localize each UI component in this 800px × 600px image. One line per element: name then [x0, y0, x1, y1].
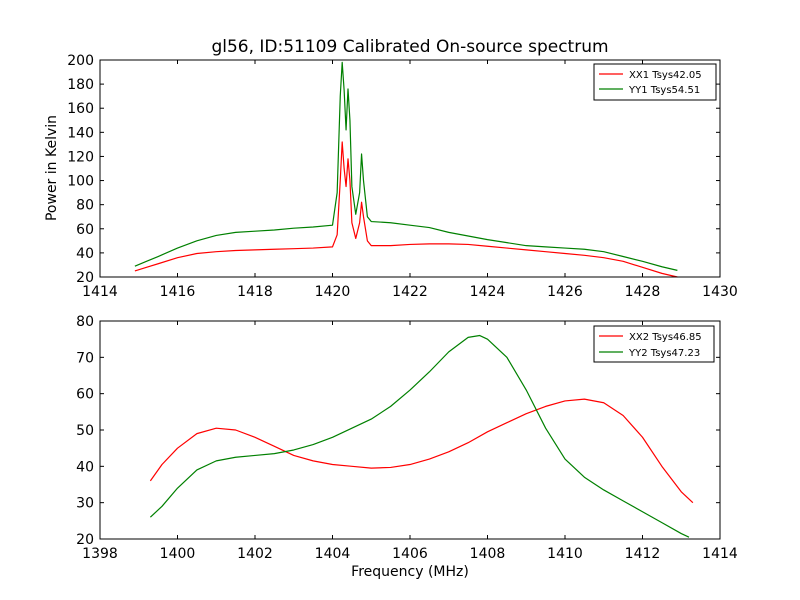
top-legend-label-xx1: XX1 Tsys42.05: [629, 70, 702, 81]
bottom-x-tick-label: 1406: [392, 546, 428, 562]
bottom-x-tick-label: 1398: [82, 546, 118, 562]
bottom-y-tick-label: 30: [76, 496, 94, 512]
top-chart-legend: XX1 Tsys42.05 YY1 Tsys54.51: [593, 63, 717, 101]
bottom-y-tick-label: 80: [76, 314, 94, 330]
bottom-x-tick-label: 1400: [160, 546, 196, 562]
top-y-tick-label: 200: [67, 53, 94, 69]
top-chart-axes: 1414 1416 1418 1420 1422 1424 1426 1428 1430 20 40…: [67, 53, 738, 300]
bottom-chart-legend: XX2 Tsys46.85 YY2 Tsys47.23: [593, 325, 715, 363]
bottom-x-tick-label: 1412: [625, 546, 661, 562]
top-x-tick-label: 1426: [547, 284, 583, 300]
top-chart-title: gl56, ID:51109 Calibrated On-source spec…: [211, 37, 608, 57]
bottom-x-tick-label: 1402: [237, 546, 273, 562]
bottom-chart-plot-area: [149, 334, 694, 538]
top-legend-label-yy1: YY1 Tsys54.51: [628, 85, 700, 96]
bottom-x-tick-label: 1404: [315, 546, 351, 562]
top-y-tick-label: 140: [67, 125, 94, 141]
top-x-tick-label: 1420: [315, 284, 351, 300]
top-x-tick-label: 1414: [82, 284, 118, 300]
bottom-legend-box: [593, 325, 715, 363]
bottom-x-tick-label: 1414: [702, 546, 738, 562]
top-x-tick-label: 1430: [702, 284, 738, 300]
bottom-chart: Frequency (MHz) 1398 1400 1402 1404 1406 1408…: [76, 314, 738, 580]
top-y-tick-label: 80: [76, 198, 94, 214]
top-chart-plot-area: [134, 61, 678, 278]
bottom-chart-xlabel: Frequency (MHz): [351, 564, 469, 580]
top-x-tick-label: 1428: [625, 284, 661, 300]
bottom-series-line-1: [149, 398, 694, 504]
top-x-tick-label: 1418: [237, 284, 273, 300]
top-y-tick-label: 40: [76, 246, 94, 262]
top-y-tick-label: 120: [67, 149, 94, 165]
bottom-y-tick-label: 60: [76, 387, 94, 403]
bottom-x-tick-label: 1410: [547, 546, 583, 562]
bottom-y-tick-label: 70: [76, 350, 94, 366]
bottom-legend-label-xx2: XX2 Tsys46.85: [629, 332, 702, 343]
top-y-tick-label: 60: [76, 222, 94, 238]
bottom-x-tick-label: 1408: [470, 546, 506, 562]
bottom-legend-label-yy2: YY2 Tsys47.23: [628, 348, 700, 359]
top-series-line-1: [134, 141, 678, 278]
top-chart: gl56, ID:51109 Calibrated On-source spec…: [44, 37, 738, 300]
bottom-chart-axes: 1398 1400 1402 1404 1406 1408 1410 1412 1414 20 30…: [76, 314, 738, 562]
bottom-y-tick-label: 50: [76, 423, 94, 439]
top-legend-box: [593, 63, 717, 101]
top-x-tick-label: 1424: [470, 284, 506, 300]
top-chart-ylabel: Power in Kelvin: [44, 115, 60, 221]
top-y-tick-label: 20: [76, 270, 94, 286]
bottom-y-tick-label: 40: [76, 459, 94, 475]
top-y-tick-label: 180: [67, 77, 94, 93]
top-x-tick-label: 1416: [160, 284, 196, 300]
top-y-tick-label: 100: [67, 174, 94, 190]
top-series-line-2: [134, 61, 678, 271]
top-y-tick-label: 160: [67, 101, 94, 117]
bottom-series-line-2: [149, 334, 690, 538]
bottom-y-tick-label: 20: [76, 532, 94, 548]
top-x-tick-label: 1422: [392, 284, 428, 300]
